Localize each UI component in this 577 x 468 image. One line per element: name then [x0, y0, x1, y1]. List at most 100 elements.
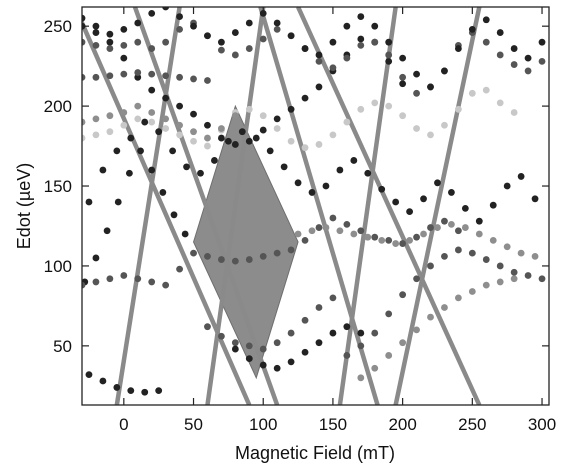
data-point — [106, 30, 114, 38]
x-tick-label: 100 — [249, 415, 277, 434]
data-point — [468, 25, 476, 33]
guide-line — [132, 7, 280, 405]
data-point — [489, 201, 497, 209]
data-point — [413, 275, 420, 283]
data-point — [162, 38, 170, 46]
data-point — [190, 137, 197, 145]
data-point — [190, 249, 197, 257]
data-point — [315, 83, 323, 91]
data-point — [245, 19, 253, 27]
data-point — [92, 73, 100, 81]
data-point — [503, 243, 511, 251]
data-point — [308, 227, 316, 235]
data-point — [148, 86, 156, 94]
data-point — [329, 64, 337, 72]
data-point — [336, 166, 344, 174]
data-point — [329, 38, 337, 46]
data-point — [427, 262, 434, 270]
data-point — [259, 361, 267, 369]
data-point — [315, 51, 323, 59]
data-point — [266, 147, 274, 155]
data-point — [204, 134, 211, 142]
data-point — [413, 70, 420, 78]
data-point — [357, 374, 365, 382]
data-point — [538, 38, 546, 46]
data-point — [238, 128, 246, 136]
data-point — [496, 99, 504, 107]
data-point — [127, 387, 135, 395]
data-point — [176, 102, 183, 110]
data-point — [441, 304, 448, 311]
data-point — [517, 249, 525, 257]
data-point — [211, 157, 218, 164]
data-point — [350, 230, 358, 238]
data-point — [371, 99, 379, 107]
data-point — [176, 25, 183, 33]
data-point — [162, 125, 170, 132]
data-point — [287, 105, 295, 113]
data-point — [287, 329, 295, 337]
data-point — [231, 112, 239, 120]
data-point — [538, 275, 546, 283]
data-point — [120, 41, 128, 49]
data-point — [259, 35, 267, 43]
data-point — [468, 288, 476, 295]
data-point — [85, 198, 93, 206]
x-axis-title: Magnetic Field (mT) — [235, 443, 395, 463]
data-point — [259, 345, 267, 353]
data-point — [329, 329, 337, 337]
data-point — [218, 125, 225, 132]
data-point — [315, 339, 323, 347]
data-point — [120, 121, 128, 129]
guide-line — [205, 7, 266, 405]
data-point — [231, 141, 239, 148]
data-point — [392, 198, 400, 206]
data-point — [125, 169, 133, 177]
data-point — [120, 109, 128, 116]
data-point — [357, 342, 365, 350]
data-point — [399, 112, 407, 120]
data-point — [385, 236, 393, 244]
data-point — [137, 147, 144, 155]
data-point — [197, 169, 204, 177]
data-point — [371, 22, 379, 30]
data-point — [496, 278, 504, 286]
data-point — [329, 131, 337, 139]
data-point — [475, 217, 483, 225]
data-point — [322, 182, 330, 190]
data-point — [103, 227, 111, 235]
y-tick-label: 200 — [44, 97, 72, 116]
data-point — [385, 38, 393, 46]
data-point — [496, 51, 504, 59]
data-point — [218, 256, 225, 263]
data-point — [427, 224, 434, 231]
data-point — [218, 38, 225, 46]
data-point — [176, 13, 183, 20]
data-point — [510, 45, 518, 52]
data-point — [399, 291, 407, 299]
data-point — [524, 54, 532, 62]
data-point — [92, 29, 100, 36]
data-point — [420, 195, 427, 203]
data-point — [315, 141, 323, 148]
data-point — [148, 45, 156, 52]
data-point — [120, 54, 128, 62]
data-point — [371, 233, 379, 241]
data-point — [92, 131, 100, 139]
data-point — [420, 230, 427, 238]
x-tick-label: 300 — [528, 415, 556, 434]
data-point — [448, 220, 455, 228]
data-point — [106, 38, 114, 46]
plot-area — [82, 7, 549, 405]
data-point — [273, 19, 281, 27]
data-point — [301, 316, 309, 324]
data-point — [343, 323, 351, 331]
data-point — [357, 13, 365, 20]
data-point — [190, 22, 197, 30]
data-point — [259, 112, 267, 120]
data-point — [82, 73, 86, 81]
data-point — [461, 224, 469, 231]
data-point — [245, 355, 253, 363]
data-point — [85, 371, 93, 379]
data-point — [148, 9, 156, 17]
